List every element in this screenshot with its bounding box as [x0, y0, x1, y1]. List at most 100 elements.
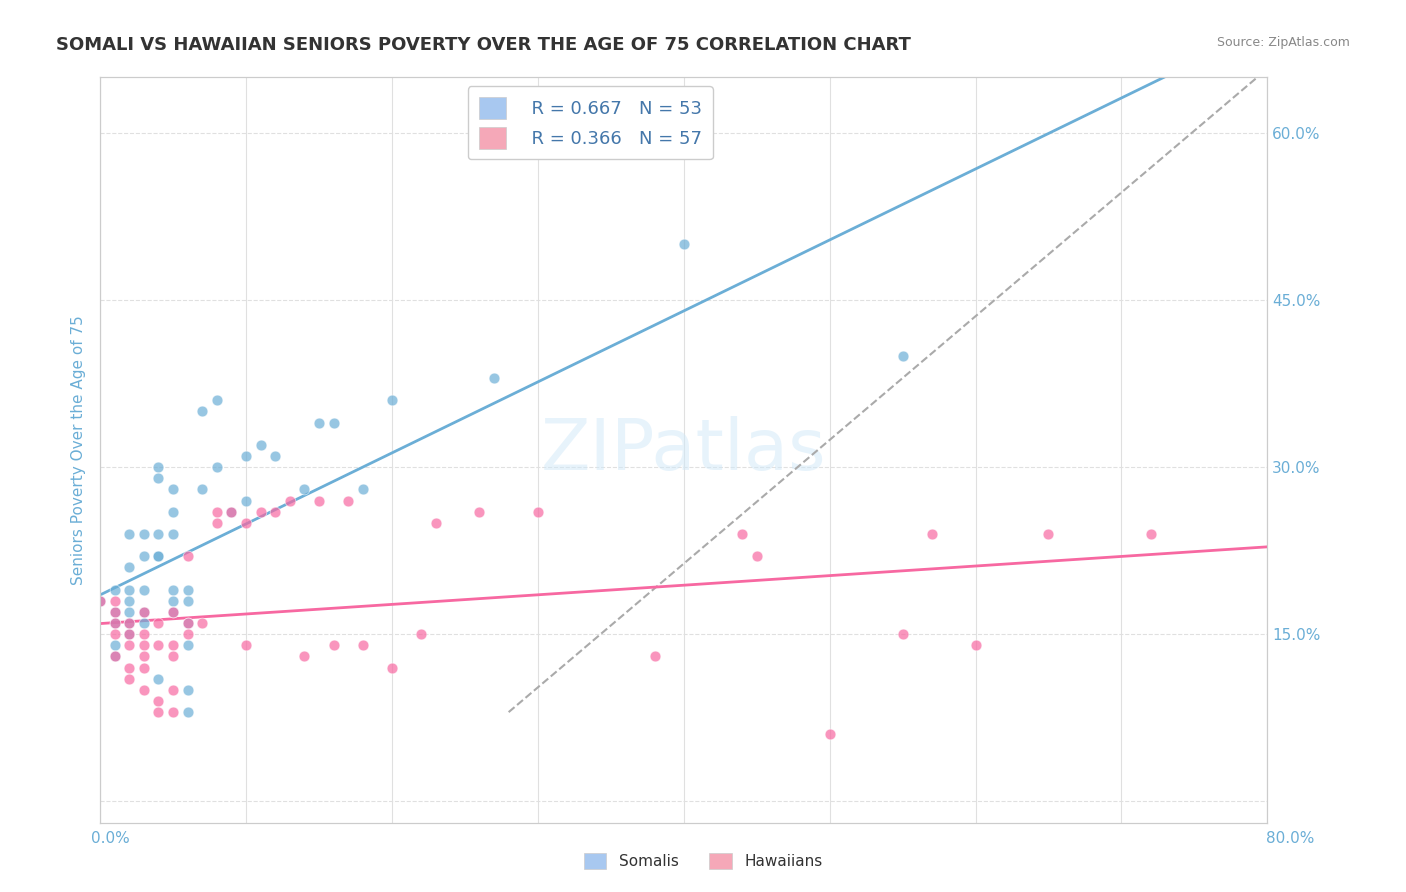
Point: [132, 627, 155, 641]
Point: [148, 694, 170, 708]
Point: [118, 638, 141, 652]
Point: [118, 594, 141, 608]
Y-axis label: Seniors Poverty Over the Age of 75: Seniors Poverty Over the Age of 75: [72, 316, 86, 585]
Point: [205, 460, 228, 475]
Point: [205, 505, 228, 519]
Point: [104, 649, 127, 664]
Point: [745, 549, 768, 564]
Point: [235, 516, 257, 530]
Point: [292, 649, 315, 664]
Point: [176, 627, 198, 641]
Text: Source: ZipAtlas.com: Source: ZipAtlas.com: [1216, 36, 1350, 49]
Point: [132, 649, 155, 664]
Point: [235, 449, 257, 463]
Point: [308, 416, 330, 430]
Point: [148, 549, 170, 564]
Text: ZIPatlas: ZIPatlas: [541, 416, 827, 485]
Point: [118, 627, 141, 641]
Point: [176, 549, 198, 564]
Point: [132, 605, 155, 619]
Point: [132, 527, 155, 541]
Point: [221, 505, 243, 519]
Point: [89, 594, 111, 608]
Legend: Somalis, Hawaiians: Somalis, Hawaiians: [578, 847, 828, 875]
Point: [191, 615, 214, 630]
Point: [162, 605, 184, 619]
Point: [162, 483, 184, 497]
Point: [176, 705, 198, 719]
Point: [1038, 527, 1060, 541]
Point: [249, 438, 271, 452]
Point: [527, 505, 550, 519]
Point: [176, 682, 198, 697]
Point: [264, 449, 287, 463]
Point: [381, 660, 404, 674]
Point: [118, 582, 141, 597]
Point: [104, 615, 127, 630]
Point: [132, 549, 155, 564]
Point: [148, 615, 170, 630]
Point: [672, 237, 695, 252]
Point: [89, 594, 111, 608]
Point: [308, 493, 330, 508]
Point: [205, 516, 228, 530]
Point: [132, 638, 155, 652]
Point: [891, 349, 914, 363]
Point: [235, 638, 257, 652]
Point: [162, 649, 184, 664]
Point: [148, 672, 170, 686]
Point: [104, 638, 127, 652]
Point: [176, 582, 198, 597]
Point: [162, 582, 184, 597]
Point: [148, 460, 170, 475]
Point: [132, 605, 155, 619]
Point: [221, 505, 243, 519]
Point: [205, 393, 228, 408]
Point: [278, 493, 301, 508]
Point: [132, 660, 155, 674]
Legend:   R = 0.667   N = 53,   R = 0.366   N = 57: R = 0.667 N = 53, R = 0.366 N = 57: [468, 87, 713, 160]
Point: [118, 660, 141, 674]
Point: [162, 705, 184, 719]
Point: [118, 605, 141, 619]
Point: [425, 516, 447, 530]
Point: [176, 615, 198, 630]
Point: [965, 638, 987, 652]
Point: [104, 605, 127, 619]
Point: [162, 594, 184, 608]
Point: [132, 582, 155, 597]
Point: [921, 527, 943, 541]
Point: [118, 560, 141, 574]
Point: [337, 493, 360, 508]
Point: [352, 638, 374, 652]
Point: [292, 483, 315, 497]
Point: [891, 627, 914, 641]
Point: [148, 549, 170, 564]
Point: [118, 527, 141, 541]
Point: [1139, 527, 1161, 541]
Point: [381, 393, 404, 408]
Point: [132, 682, 155, 697]
Point: [148, 471, 170, 485]
Point: [191, 483, 214, 497]
Point: [104, 605, 127, 619]
Point: [482, 371, 505, 385]
Point: [162, 605, 184, 619]
Point: [176, 638, 198, 652]
Point: [176, 615, 198, 630]
Text: SOMALI VS HAWAIIAN SENIORS POVERTY OVER THE AGE OF 75 CORRELATION CHART: SOMALI VS HAWAIIAN SENIORS POVERTY OVER …: [56, 36, 911, 54]
Point: [191, 404, 214, 418]
Text: 0.0%: 0.0%: [91, 831, 131, 846]
Point: [118, 615, 141, 630]
Point: [644, 649, 666, 664]
Point: [104, 594, 127, 608]
Point: [148, 527, 170, 541]
Point: [249, 505, 271, 519]
Point: [118, 615, 141, 630]
Point: [118, 672, 141, 686]
Point: [118, 627, 141, 641]
Point: [148, 705, 170, 719]
Point: [731, 527, 754, 541]
Point: [818, 727, 841, 741]
Point: [162, 638, 184, 652]
